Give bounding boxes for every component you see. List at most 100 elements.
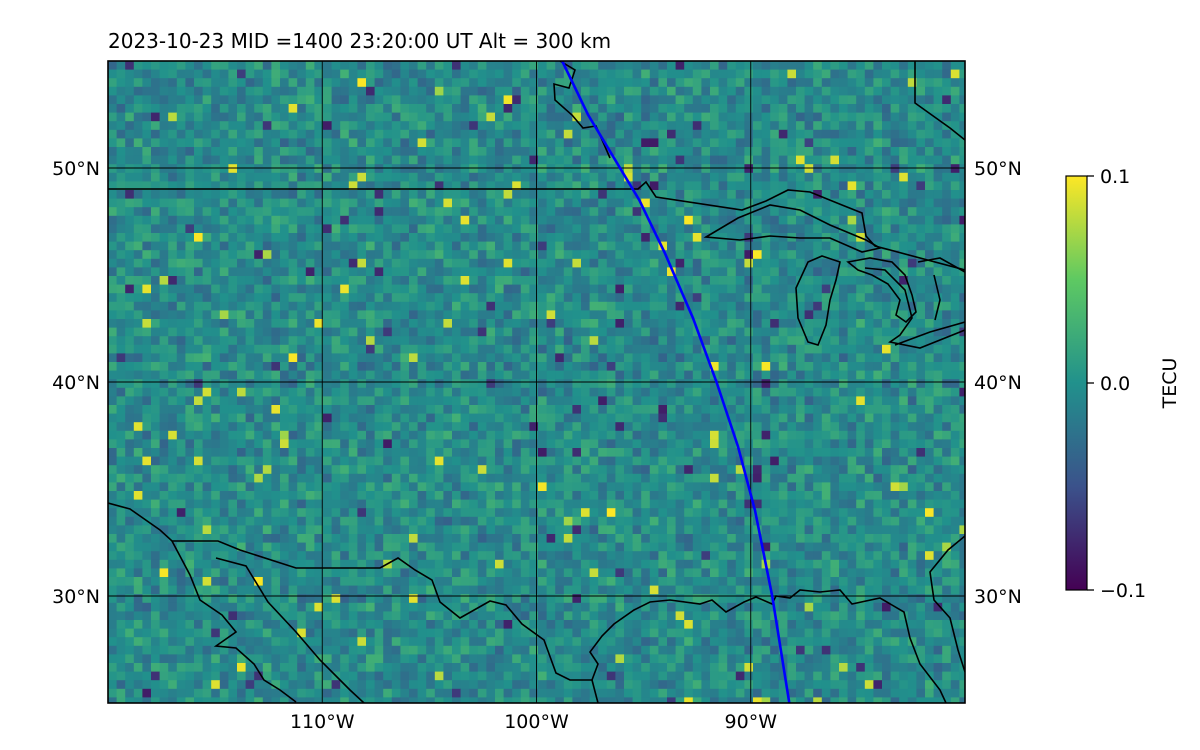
tec-cell <box>176 69 186 79</box>
tec-cell <box>280 112 289 122</box>
tec-cell <box>916 473 926 483</box>
tec-cell <box>340 104 350 113</box>
tec-cell <box>761 190 771 199</box>
tec-cell <box>529 327 539 337</box>
tec-cell <box>649 104 659 113</box>
tec-cell <box>125 138 135 148</box>
tec-cell <box>391 413 401 423</box>
tec-cell <box>589 95 599 105</box>
tec-cell <box>133 319 143 328</box>
tec-cell <box>598 405 608 414</box>
tec-cell <box>254 405 264 414</box>
tec-cell <box>856 473 866 483</box>
tec-cell <box>237 413 246 423</box>
tec-cell <box>323 95 332 105</box>
tec-cell <box>710 207 719 217</box>
tec-cell <box>925 310 934 320</box>
tec-cell <box>649 155 659 165</box>
tec-cell <box>804 250 814 260</box>
tec-cell <box>864 293 874 303</box>
tec-cell <box>202 78 212 88</box>
tec-cell <box>426 258 436 268</box>
tec-cell <box>649 284 659 294</box>
tec-cell <box>460 310 470 320</box>
tec-cell <box>649 465 659 475</box>
tec-cell <box>624 207 633 217</box>
tec-cell <box>168 181 178 191</box>
tec-cell <box>323 164 332 174</box>
tec-cell <box>211 147 221 156</box>
tec-cell <box>520 456 530 466</box>
tec-cell <box>916 138 926 148</box>
tec-cell <box>409 241 418 251</box>
tec-cell <box>649 327 659 337</box>
tec-cell <box>710 405 719 414</box>
tec-cell <box>503 95 513 105</box>
tec-cell <box>469 215 479 225</box>
tec-cell <box>684 310 694 320</box>
tec-cell <box>856 284 866 294</box>
tec-cell <box>409 387 418 397</box>
tec-cell <box>288 155 298 165</box>
tec-cell <box>125 69 135 79</box>
tec-cell <box>701 456 711 466</box>
tec-cell <box>804 353 814 363</box>
tec-cell <box>340 61 350 70</box>
tec-cell <box>512 448 522 457</box>
tec-cell <box>452 301 461 311</box>
tec-cell <box>710 121 719 131</box>
tec-cell <box>598 448 608 457</box>
tec-cell <box>821 95 831 105</box>
tec-cell <box>684 362 694 371</box>
tec-cell <box>546 362 556 371</box>
tec-cell <box>323 465 332 475</box>
tec-cell <box>469 172 479 182</box>
tec-cell <box>821 172 831 182</box>
tec-cell <box>331 198 341 208</box>
tec-cell <box>847 430 857 440</box>
tec-cell <box>520 112 530 122</box>
tec-cell <box>512 69 522 79</box>
tec-cell <box>813 250 823 260</box>
tec-cell <box>796 95 805 105</box>
tec-cell <box>374 310 384 320</box>
tec-cell <box>374 104 384 113</box>
tec-cell <box>159 112 169 122</box>
tec-cell <box>271 155 281 165</box>
tec-cell <box>546 310 556 320</box>
tec-cell <box>159 181 169 191</box>
tec-cell <box>323 387 332 397</box>
tec-cell <box>555 78 565 88</box>
tec-cell <box>925 172 934 182</box>
tec-cell <box>331 241 341 251</box>
tec-cell <box>262 61 272 70</box>
tec-cell <box>701 370 711 380</box>
tec-cell <box>589 112 599 122</box>
tec-cell <box>942 293 952 303</box>
tec-cell <box>486 430 496 440</box>
tec-cell <box>692 181 702 191</box>
tec-cell <box>168 293 178 303</box>
tec-cell <box>357 250 367 260</box>
tec-cell <box>572 422 582 432</box>
tec-cell <box>426 482 436 492</box>
tec-cell <box>340 276 350 285</box>
tec-cell <box>744 198 754 208</box>
tec-cell <box>460 405 470 414</box>
tec-cell <box>460 69 470 79</box>
tec-cell <box>787 396 797 406</box>
tec-cell <box>916 95 926 105</box>
tec-cell <box>417 241 427 251</box>
tec-cell <box>950 276 960 285</box>
tec-cell <box>219 379 229 389</box>
tec-cell <box>512 121 522 131</box>
tec-cell <box>632 147 642 156</box>
tec-cell <box>211 301 221 311</box>
tec-cell <box>211 172 221 182</box>
tec-cell <box>409 172 418 182</box>
tec-cell <box>950 61 960 70</box>
tec-cell <box>391 198 401 208</box>
tec-cell <box>804 190 814 199</box>
tec-cell <box>538 439 547 449</box>
tec-cell <box>882 164 891 174</box>
